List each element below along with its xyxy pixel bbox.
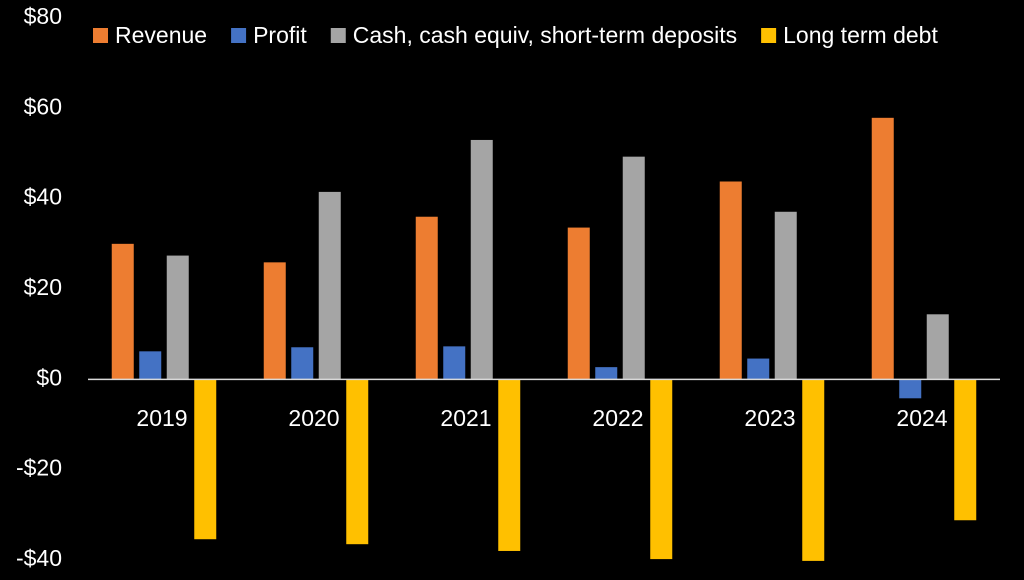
bar [595,367,618,380]
bar [166,255,189,380]
bar [263,262,286,380]
x-tick-label: 2020 [288,405,339,431]
x-tick-label: 2022 [592,405,643,431]
bar [318,191,341,380]
bar [926,314,949,380]
legend-label: Cash, cash equiv, short-term deposits [353,22,737,48]
bar [291,347,314,380]
legend-swatch [761,28,777,43]
bar [415,216,438,380]
legend-swatch [231,28,247,43]
legend-label: Long term debt [783,22,938,48]
y-tick-label: $60 [24,93,62,119]
bar [899,379,922,399]
y-tick-label: $40 [24,184,62,210]
bar [802,379,825,561]
bar [774,211,797,380]
legend-label: Profit [253,22,307,48]
bar [498,379,521,551]
bar [622,156,645,380]
bar [194,379,217,540]
x-tick-label: 2021 [440,405,491,431]
legend-swatch [330,28,346,43]
x-tick-label: 2023 [744,405,795,431]
y-tick-label: $80 [24,3,62,29]
y-tick-label: $0 [36,364,62,390]
bar [954,379,977,521]
y-tick-label: -$40 [16,545,62,571]
bar [470,139,493,380]
bar [346,379,369,545]
bar [111,243,134,380]
bar [871,117,894,380]
bar [139,351,162,380]
bar [567,227,590,380]
bar [747,358,770,380]
y-tick-label: -$20 [16,455,62,481]
bar [650,379,673,560]
x-tick-label: 2024 [896,405,947,431]
y-tick-label: $20 [24,274,62,300]
legend-swatch [93,28,108,43]
bar [719,181,742,380]
bar [443,346,466,380]
legend-label: Revenue [115,22,207,48]
x-tick-label: 2019 [136,405,187,431]
